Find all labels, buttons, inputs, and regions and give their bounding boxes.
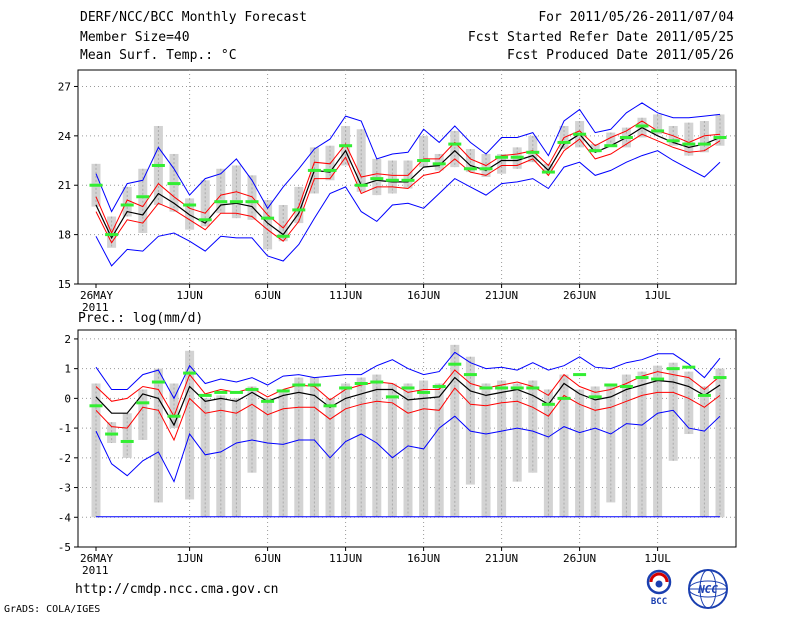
temp-line-mean-minus — [95, 133, 721, 244]
temp-xtick-sublabel-0: 2011 — [82, 301, 109, 314]
temp-xtick-label-6: 26JUN — [563, 289, 596, 302]
prec-xtick-label-4: 16JUN — [407, 552, 440, 565]
prec-ytick-label-7: 2 — [64, 333, 71, 346]
prec-frame — [77, 329, 737, 548]
prec-xtick-label-6: 26JUN — [563, 552, 596, 565]
bcc-logo-text: BCC — [651, 597, 667, 607]
temp-box-29 — [543, 163, 553, 171]
temp-ytick-label-1: 18 — [58, 229, 71, 242]
prec-box-24 — [465, 356, 475, 485]
prec-box-9 — [231, 398, 241, 518]
prec-box-11 — [263, 398, 273, 518]
prec-box-20 — [403, 383, 413, 518]
grads-credit: GrADS: COLA/IGES — [4, 604, 101, 615]
prec-xtick-label-0: 26MAY — [80, 552, 113, 565]
prec-box-33 — [606, 383, 616, 503]
chart-title: DERF/NCC/BCC Monthly Forecast — [80, 10, 307, 25]
temp-xtick-label-0: 26MAY — [80, 289, 113, 302]
temp-xtick-label-3: 11JUN — [329, 289, 362, 302]
temp-ytick-label-2: 21 — [58, 179, 71, 192]
temp-box-21 — [419, 135, 429, 168]
prec-box-30 — [559, 374, 569, 518]
prec-line-mean-minus — [95, 387, 721, 442]
prec-box-2 — [122, 413, 132, 458]
prec-ytick-label-2: -3 — [58, 482, 71, 495]
source-url[interactable]: http://cmdp.ncc.cma.gov.cn — [75, 582, 279, 597]
prec-box-29 — [543, 389, 553, 518]
temp-ytick-label-4: 27 — [58, 80, 71, 93]
temp-box-40 — [715, 114, 725, 146]
prec-line-min — [95, 409, 721, 483]
prec-box-40 — [715, 368, 725, 518]
variable-label: Mean Surf. Temp.: °C — [80, 48, 237, 63]
prec-ytick-label-6: 1 — [64, 363, 71, 376]
prec-box-31 — [575, 389, 585, 518]
temp-xtick-label-4: 16JUN — [407, 289, 440, 302]
prec-ytick-label-5: 0 — [64, 392, 71, 405]
prec-box-0 — [91, 383, 101, 518]
temp-box-18 — [372, 158, 382, 196]
temp-xtick-label-1: 1JUN — [176, 289, 203, 302]
prec-xtick-label-5: 21JUN — [485, 552, 518, 565]
prec-box-16 — [341, 383, 351, 518]
temp-box-2 — [122, 186, 132, 217]
prec-box-18 — [372, 374, 382, 518]
prec-line-mean-plus — [95, 369, 721, 418]
temp-box-8 — [216, 168, 226, 214]
temp-line-min — [95, 102, 721, 213]
prec-box-38 — [684, 371, 694, 435]
prec-ytick-label-1: -4 — [58, 511, 72, 524]
prec-box-10 — [247, 386, 257, 473]
prec-box-12 — [278, 389, 288, 518]
temp-box-10 — [247, 175, 257, 220]
prec-ytick-label-0: -5 — [58, 541, 71, 554]
start-date: Fcst Started Refer Date 2011/05/25 — [467, 30, 734, 45]
bcc-logo: BCC — [646, 569, 672, 607]
temp-frame — [77, 69, 737, 285]
prec-box-25 — [481, 383, 491, 518]
temp-box-23 — [450, 130, 460, 168]
prec-xtick-sublabel-0: 2011 — [82, 564, 109, 577]
prec-ytick-label-3: -2 — [58, 452, 71, 465]
temp-xtick-label-5: 21JUN — [485, 289, 518, 302]
temp-box-39 — [699, 121, 709, 153]
prec-box-4 — [153, 368, 163, 503]
temp-box-13 — [294, 186, 304, 224]
temp-xtick-label-7: 1JUL — [644, 289, 671, 302]
precip-label: Prec.: log(mm/d) — [78, 311, 204, 326]
member-size: Member Size=40 — [80, 30, 190, 45]
temp-box-17 — [356, 129, 366, 192]
prec-box-6 — [185, 350, 195, 500]
prec-xtick-label-2: 6JUN — [254, 552, 281, 565]
prec-box-19 — [387, 383, 397, 518]
produced-date: Fcst Produced Date 2011/05/26 — [507, 48, 734, 63]
forecast-period: For 2011/05/26-2011/07/04 — [538, 10, 734, 25]
prec-xtick-label-3: 11JUN — [329, 552, 362, 565]
prec-box-7 — [200, 398, 210, 518]
temp-line-max — [95, 150, 721, 267]
temp-ytick-label-3: 24 — [58, 130, 72, 143]
temp-box-7 — [200, 180, 210, 227]
temp-line-mean-plus — [95, 120, 721, 235]
ncc-logo: NCC — [688, 569, 728, 609]
prec-box-23 — [450, 344, 460, 518]
prec-box-36 — [653, 365, 663, 518]
temp-box-6 — [185, 198, 195, 230]
temp-box-12 — [278, 204, 288, 242]
temp-box-24 — [465, 149, 475, 173]
ncc-logo-text: NCC — [697, 583, 718, 596]
prec-box-28 — [528, 380, 538, 473]
prec-line-max — [95, 351, 721, 400]
temp-ytick-label-0: 15 — [58, 278, 71, 291]
prec-ytick-label-4: -1 — [58, 422, 71, 435]
prec-box-5 — [169, 383, 179, 429]
prec-box-22 — [434, 383, 444, 518]
prec-box-34 — [621, 374, 631, 518]
prec-xtick-label-7: 1JUL — [644, 552, 671, 565]
temp-xtick-label-2: 6JUN — [254, 289, 281, 302]
temp-box-33 — [606, 132, 616, 146]
prec-xtick-label-1: 1JUN — [176, 552, 203, 565]
